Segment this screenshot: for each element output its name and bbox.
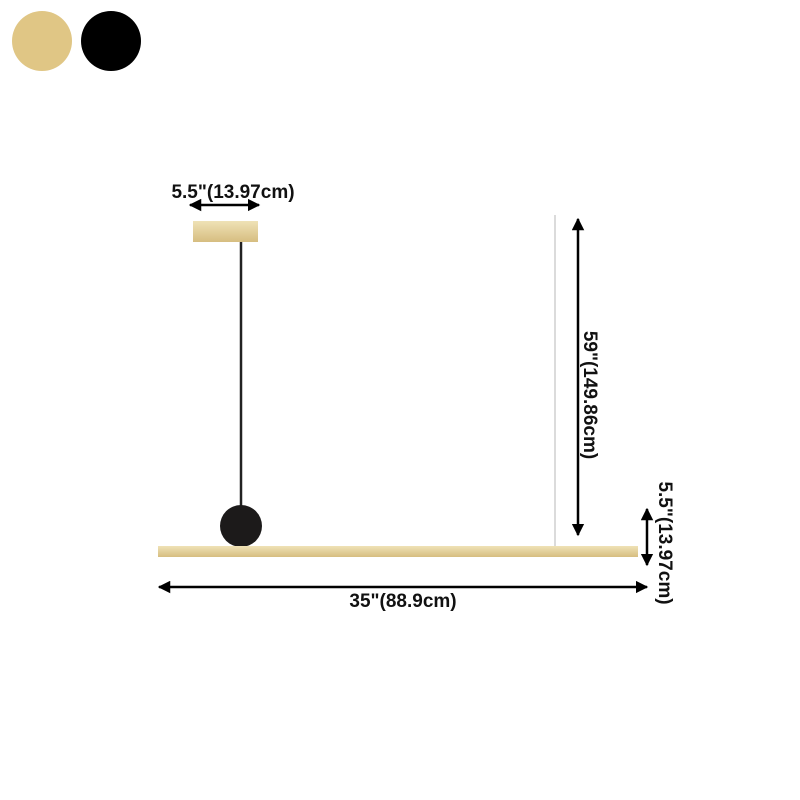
canopy-width-label: 5.5"(13.97cm)	[171, 182, 294, 203]
color-swatch-black[interactable]	[81, 11, 141, 71]
color-swatch-gold[interactable]	[12, 11, 72, 71]
fixture-height-label: 5.5"(13.97cm)	[654, 481, 675, 604]
ceiling-canopy	[193, 221, 258, 242]
length-label: 35"(88.9cm)	[349, 591, 456, 612]
black-disc	[220, 505, 262, 547]
height-label: 59"(149.86cm)	[579, 331, 600, 459]
light-bar	[158, 546, 638, 557]
